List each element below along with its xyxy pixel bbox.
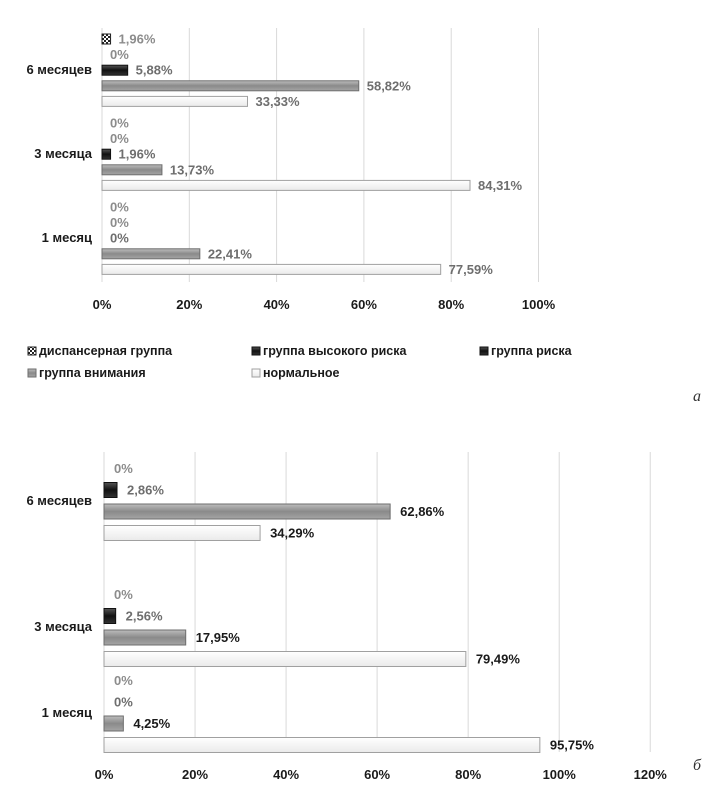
- bar-attn: [103, 503, 391, 520]
- x-tick-label: 0%: [95, 767, 114, 782]
- bar-risk: [101, 148, 112, 160]
- legend-swatch-risk: [479, 346, 489, 356]
- x-tick-label: 80%: [455, 767, 481, 782]
- category-label: 3 месяца: [34, 619, 92, 634]
- panel-label: б: [693, 757, 702, 774]
- data-label: 1,96%: [119, 147, 156, 162]
- data-label: 62,86%: [400, 504, 445, 519]
- x-tick-label: 60%: [364, 767, 390, 782]
- bar-attn: [101, 164, 163, 176]
- bar-norm: [103, 737, 541, 753]
- data-label: 34,29%: [270, 526, 315, 541]
- data-label: 0%: [110, 231, 129, 246]
- legend-label: нормальное: [263, 366, 340, 380]
- data-label: 0%: [114, 695, 133, 710]
- data-label: 77,59%: [449, 262, 494, 277]
- legend-swatch-attn: [27, 368, 37, 378]
- bar-risk: [101, 64, 129, 76]
- chart-b: 0% 20% 40% 60% 80% 100% 120% б 6 месяцев 0% 2,86% 6…: [26, 452, 702, 782]
- legend-label: группа высокого риска: [263, 344, 408, 358]
- x-tick-label: 20%: [176, 297, 202, 312]
- bar-risk: [103, 482, 118, 498]
- legend-label: группа риска: [491, 344, 573, 358]
- bar-attn: [101, 248, 201, 260]
- data-label: 33,33%: [255, 94, 300, 109]
- x-tick-label: 100%: [543, 767, 577, 782]
- data-label: 13,73%: [170, 162, 215, 177]
- data-label: 95,75%: [550, 738, 595, 753]
- x-tick-label: 40%: [264, 297, 290, 312]
- data-label: 2,86%: [127, 483, 164, 498]
- x-tick-label: 20%: [182, 767, 208, 782]
- category-label: 6 месяцев: [26, 62, 92, 77]
- x-tick-label: 100%: [522, 297, 556, 312]
- x-tick-label: 0%: [93, 297, 112, 312]
- legend-label: диспансерная группа: [39, 344, 173, 358]
- bar-attn: [103, 629, 187, 646]
- data-label: 0%: [114, 673, 133, 688]
- data-label: 2,56%: [126, 609, 163, 624]
- data-label: 0%: [114, 461, 133, 476]
- bar-attn: [101, 80, 360, 92]
- data-label: 79,49%: [476, 652, 521, 667]
- panel-label: а: [693, 388, 701, 405]
- bar-norm: [101, 179, 471, 191]
- legend-swatch-high: [251, 346, 261, 356]
- data-label: 58,82%: [367, 78, 412, 93]
- data-label: 0%: [110, 131, 129, 146]
- data-label: 1,96%: [119, 32, 156, 47]
- bar-norm: [101, 95, 248, 107]
- x-tick-label: 40%: [273, 767, 299, 782]
- category-label: 6 месяцев: [26, 493, 92, 508]
- data-label: 0%: [110, 116, 129, 131]
- legend: диспансерная группа группа высокого риска…: [27, 344, 573, 380]
- bar-norm: [101, 263, 442, 275]
- data-label: 0%: [110, 47, 129, 62]
- data-label: 4,25%: [133, 716, 170, 731]
- data-label: 0%: [114, 587, 133, 602]
- category-label: 1 месяц: [42, 705, 92, 720]
- data-label: 22,41%: [208, 246, 253, 261]
- chart-a: 0% 20% 40% 60% 80% 100%а6 месяцев1,96%0%5,88%…: [26, 28, 701, 405]
- category-label: 3 месяца: [34, 146, 92, 161]
- legend-label: группа внимания: [39, 366, 146, 380]
- bar-norm: [103, 525, 261, 541]
- x-tick-label: 120%: [634, 767, 668, 782]
- bar-risk: [103, 608, 117, 624]
- x-tick-label: 80%: [438, 297, 464, 312]
- category-label: 1 месяц: [42, 230, 92, 245]
- bar-attn: [103, 715, 124, 732]
- legend-swatch-norm: [251, 368, 261, 378]
- data-label: 5,88%: [136, 63, 173, 78]
- bar-disp: [101, 33, 112, 45]
- data-label: 17,95%: [196, 630, 241, 645]
- data-label: 0%: [110, 215, 129, 230]
- data-label: 84,31%: [478, 178, 523, 193]
- x-tick-label: 60%: [351, 297, 377, 312]
- bar-norm: [103, 651, 467, 667]
- legend-swatch-disp: [27, 346, 37, 356]
- data-label: 0%: [110, 200, 129, 215]
